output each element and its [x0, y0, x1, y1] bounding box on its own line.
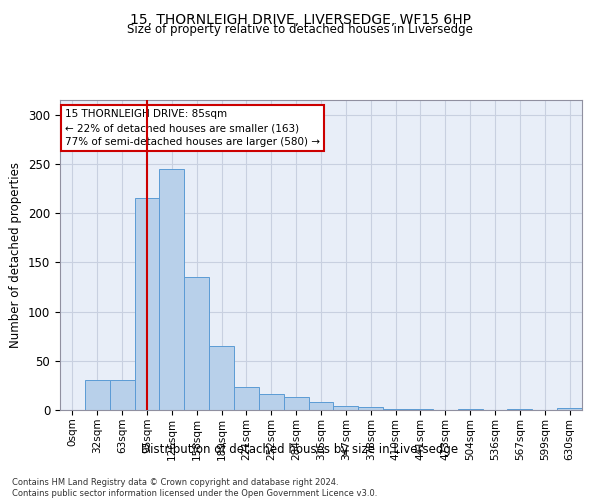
Bar	[110, 380, 134, 410]
Bar	[184, 277, 209, 410]
Bar	[408, 409, 433, 410]
Y-axis label: Number of detached properties: Number of detached properties	[10, 162, 22, 348]
Bar	[234, 388, 259, 410]
Bar	[160, 169, 184, 410]
Bar	[284, 397, 308, 410]
Bar	[334, 406, 358, 410]
Text: Contains HM Land Registry data © Crown copyright and database right 2024.
Contai: Contains HM Land Registry data © Crown c…	[12, 478, 377, 498]
Bar	[557, 408, 582, 410]
Bar	[508, 409, 532, 410]
Bar	[209, 346, 234, 410]
Text: 15 THORNLEIGH DRIVE: 85sqm
← 22% of detached houses are smaller (163)
77% of sem: 15 THORNLEIGH DRIVE: 85sqm ← 22% of deta…	[65, 110, 320, 148]
Bar	[134, 198, 160, 410]
Bar	[308, 402, 334, 410]
Bar	[458, 409, 482, 410]
Text: Size of property relative to detached houses in Liversedge: Size of property relative to detached ho…	[127, 22, 473, 36]
Text: 15, THORNLEIGH DRIVE, LIVERSEDGE, WF15 6HP: 15, THORNLEIGH DRIVE, LIVERSEDGE, WF15 6…	[130, 12, 470, 26]
Text: Distribution of detached houses by size in Liversedge: Distribution of detached houses by size …	[142, 442, 458, 456]
Bar	[383, 409, 408, 410]
Bar	[85, 380, 110, 410]
Bar	[358, 407, 383, 410]
Bar	[259, 394, 284, 410]
